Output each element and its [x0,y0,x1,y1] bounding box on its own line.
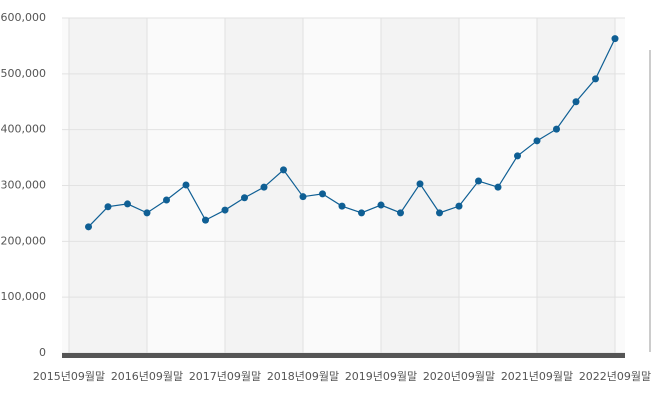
x-tick-label: 2017년09월말 [189,370,261,383]
point [475,177,482,185]
point [416,180,424,188]
x-tick-label: 2019년09월말 [345,370,417,383]
x-axis-bar [62,353,625,358]
y-tick-label: 100,000 [1,290,47,303]
x-tick-label: 2018년09월말 [267,370,339,383]
point [592,75,599,83]
point [377,201,385,209]
point [338,202,346,210]
y-tick-label: 0 [39,346,46,359]
point [533,137,541,145]
point [85,223,92,231]
y-tick-label: 500,000 [1,67,47,80]
x-tick-label: 2020년09월말 [423,370,495,383]
point [553,125,560,133]
point [358,209,365,217]
y-tick-label: 200,000 [1,234,47,247]
point [182,181,190,189]
point [280,166,287,174]
point [319,190,326,198]
point [143,209,151,217]
point [299,193,307,201]
point [494,183,502,191]
series-line [88,38,616,228]
point [221,206,229,214]
point [260,183,268,191]
point [455,202,463,210]
point [104,203,112,211]
point [241,194,248,202]
point [611,35,619,43]
point [202,216,209,224]
x-tick-label: 2016년09월말 [111,370,183,383]
point [397,209,404,217]
point [436,209,443,217]
y-tick-label: 400,000 [1,123,47,136]
y-tick-label: 600,000 [1,11,47,24]
x-tick-label: 2021년09월말 [501,370,573,383]
point [124,200,131,208]
y-tick-label: 300,000 [1,179,47,192]
point [572,98,580,106]
x-tick-label: 2022년09월말 [579,370,651,383]
x-tick-label: 2015년09월말 [33,370,105,383]
point [163,196,170,204]
point [514,152,521,160]
